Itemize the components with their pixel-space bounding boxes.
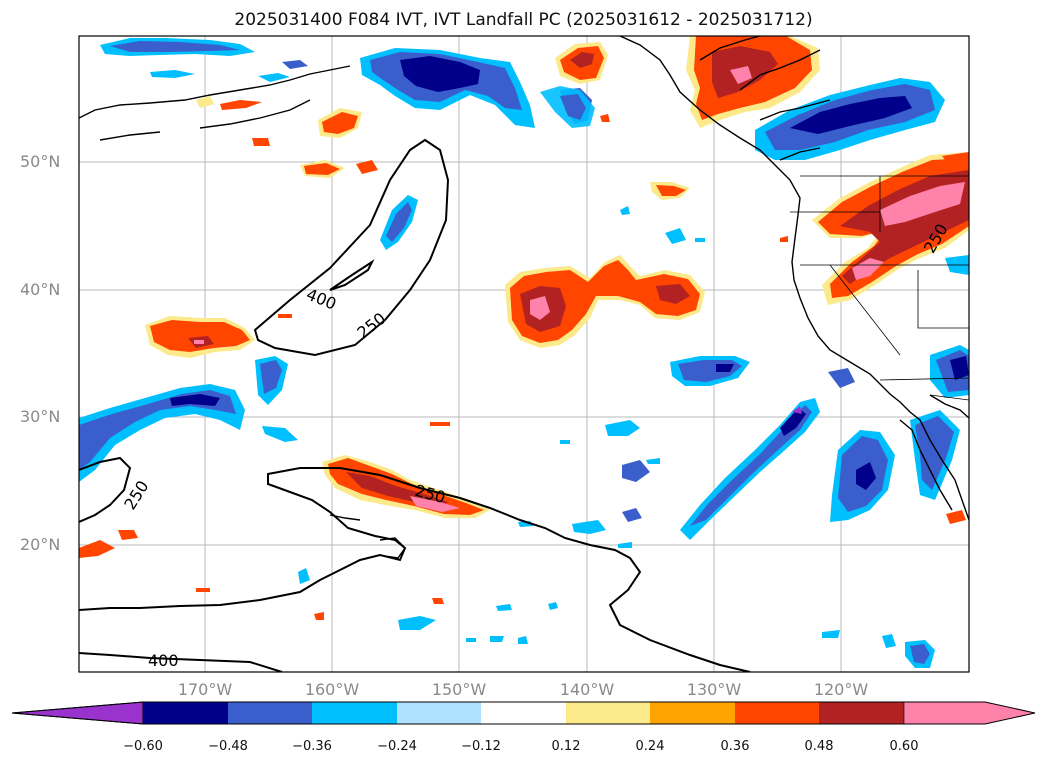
colorbar-tick-label: 0.36 [720, 739, 750, 754]
neg-region-west-30n [79, 384, 245, 482]
colorbar-extend-low [11, 701, 144, 725]
plot-frame [78, 35, 970, 673]
colorbar-tick-label: −0.36 [292, 739, 332, 754]
colorbar-tick-label: −0.60 [123, 739, 163, 754]
lat-label-20n: 20°N [20, 535, 61, 554]
colorbar-tick-label: 0.48 [804, 739, 834, 754]
lat-label-50n: 50°N [20, 152, 61, 171]
lat-label-30n: 30°N [20, 407, 61, 426]
lon-label-150w: 150°W [431, 680, 487, 699]
contour-250-south [79, 467, 751, 672]
colorbar [11, 701, 1036, 725]
colorbar-tick-label: −0.24 [377, 739, 417, 754]
coastlines [79, 36, 969, 559]
colorbar-tick-label: 0.12 [551, 739, 581, 754]
contour-label: 400 [148, 651, 179, 670]
contour-400-inner [329, 259, 375, 291]
contour-400-bottom [79, 652, 283, 672]
lon-label-170w: 170°W [177, 680, 233, 699]
colorbar-tick-label: −0.12 [461, 739, 501, 754]
negative-anomaly-fields [79, 38, 969, 668]
lon-label-120w: 120°W [813, 680, 869, 699]
lon-label-160w: 160°W [304, 680, 360, 699]
ivt-contours [79, 138, 751, 672]
political-borders [790, 175, 969, 401]
colorbar-tick-label: 0.60 [889, 739, 919, 754]
map-title: 2025031400 F084 IVT, IVT Landfall PC (20… [234, 10, 813, 30]
contour-250-sw [79, 456, 132, 523]
lon-label-130w: 130°W [686, 680, 742, 699]
lon-label-140w: 140°W [559, 680, 615, 699]
colorbar-tick-label: 0.24 [635, 739, 665, 754]
colorbar-tick-label: −0.48 [208, 739, 248, 754]
positive-anomaly-fields [79, 36, 969, 620]
contour-250-loop [253, 138, 450, 357]
lat-label-40n: 40°N [20, 280, 61, 299]
